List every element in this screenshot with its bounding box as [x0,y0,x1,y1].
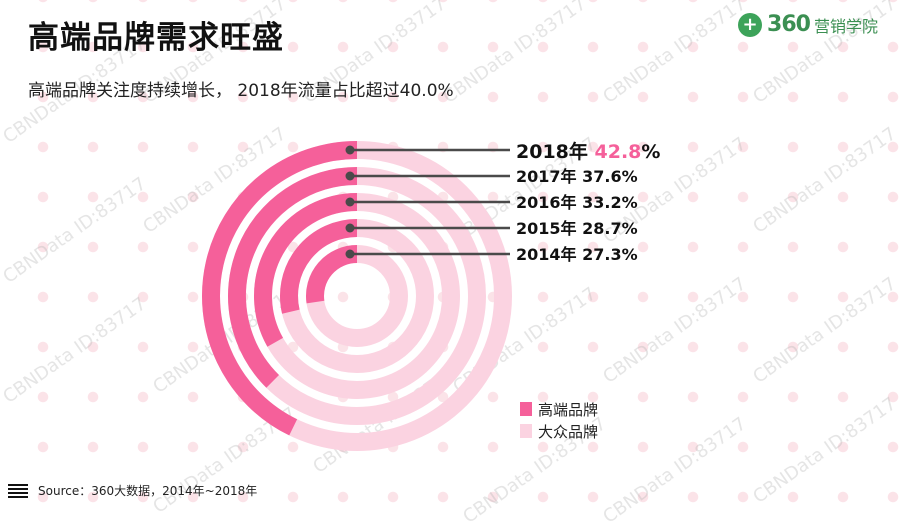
ring-label-2014年: 2014年 27.3% [516,245,638,264]
source-text: Source：360大数据，2014年~2018年 [38,484,258,498]
legend-swatch-premium [520,402,532,416]
ring-year-2018年: 2018年 [516,140,595,163]
chart-legend: 高端品牌 大众品牌 [520,398,598,442]
plus-circle-icon: + [738,12,763,37]
ring-year-2014年: 2014年 [516,245,582,264]
ring-label-2017年: 2017年 37.6% [516,167,638,186]
ring-unit-2018年: % [641,141,660,163]
ring-value-2018年: 42.8 [595,141,642,163]
brand-name: 营销学院 [813,16,878,36]
premium-arc-2016年 [254,193,358,347]
ring-year-2015年: 2015年 [516,219,582,238]
legend-swatch-mass [520,424,532,438]
menu-icon [8,483,28,498]
legend-item-premium: 高端品牌 [520,398,598,420]
premium-arc-2018年 [202,141,358,436]
premium-arc-2017年 [228,167,358,388]
legend-label-mass: 大众品牌 [538,422,599,441]
legend-item-mass: 大众品牌 [520,420,598,442]
brand-logo: + 360 营销学院 [738,12,878,37]
ring-year-2017年: 2017年 [516,167,582,186]
source-note: Source：360大数据，2014年~2018年 [8,482,257,499]
ring-year-2016年: 2016年 [516,193,582,212]
brand-number: 360 [767,12,811,37]
ring-value-2016年: 33.2% [582,193,638,212]
ring-value-2014年: 27.3% [582,245,638,264]
radial-bar-chart: 2018年 42.8%2017年 37.6%2016年 33.2%2015年 2… [202,140,660,451]
premium-arc-2014年 [306,245,358,304]
page-title: 高端品牌需求旺盛 [28,20,284,56]
ring-label-2016年: 2016年 33.2% [516,193,638,212]
ring-value-2015年: 28.7% [582,219,638,238]
page-subtitle: 高端品牌关注度持续增长， 2018年流量占比超过40.0% [28,81,454,101]
ring-value-2017年: 37.6% [582,167,638,186]
legend-label-premium: 高端品牌 [538,400,599,419]
premium-arc-2015年 [280,219,358,314]
ring-label-2018年: 2018年 42.8% [516,140,660,163]
ring-label-2015年: 2015年 28.7% [516,219,638,238]
